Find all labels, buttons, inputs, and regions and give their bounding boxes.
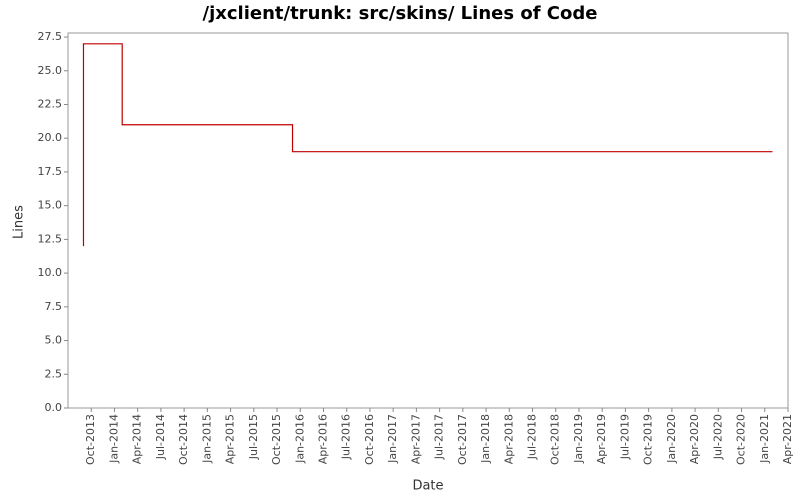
y-axis-title: Lines: [12, 205, 27, 239]
x-tick-label: Jan-2015: [200, 414, 213, 464]
x-tick-label: Oct-2017: [456, 414, 469, 465]
x-tick-label: Apr-2019: [595, 414, 608, 464]
y-tick-label: 15.0: [38, 199, 63, 212]
x-tick-label: Jan-2014: [107, 414, 120, 464]
x-tick-label: Oct-2013: [84, 414, 97, 465]
y-tick-label: 17.5: [38, 165, 63, 178]
x-tick-label: Jan-2019: [572, 414, 585, 464]
x-tick-label: Apr-2021: [781, 414, 794, 464]
chart-title: /jxclient/trunk: src/skins/ Lines of Cod…: [203, 3, 598, 24]
y-tick-label: 2.5: [45, 367, 63, 380]
x-tick-label: Apr-2017: [409, 414, 422, 464]
y-tick-label: 10.0: [38, 266, 63, 279]
x-tick-label: Jan-2021: [758, 414, 771, 464]
plot-area: [67, 32, 789, 409]
x-tick-label: Apr-2018: [502, 414, 515, 464]
x-tick-label: Apr-2016: [316, 414, 329, 464]
x-tick-label: Jul-2016: [340, 414, 353, 460]
x-tick-label: Oct-2016: [363, 414, 376, 465]
x-tick-label: Jul-2020: [711, 414, 724, 460]
y-tick-label: 22.5: [38, 97, 63, 110]
x-tick-label: Oct-2015: [270, 414, 283, 465]
x-tick-label: Jul-2018: [526, 414, 539, 460]
y-tick-label: 27.5: [38, 30, 63, 43]
x-axis-title: Date: [412, 479, 443, 494]
y-tick-label: 7.5: [45, 300, 63, 313]
x-tick-label: Jan-2020: [665, 414, 678, 464]
y-tick-label: 5.0: [45, 334, 63, 347]
x-tick-label: Jan-2017: [386, 414, 399, 464]
x-tick-label: Jul-2015: [247, 414, 260, 460]
x-tick-label: Oct-2014: [177, 414, 190, 465]
y-tick-label: 20.0: [38, 131, 63, 144]
x-tick-label: Jan-2016: [293, 414, 306, 464]
x-tick-label: Oct-2020: [735, 414, 748, 465]
data-line: [82, 43, 773, 247]
x-tick-label: Jul-2017: [433, 414, 446, 460]
x-tick-label: Apr-2015: [224, 414, 237, 464]
x-tick-label: Jul-2014: [154, 414, 167, 460]
x-tick-label: Jan-2018: [479, 414, 492, 464]
x-tick-label: Oct-2019: [642, 414, 655, 465]
x-tick-label: Oct-2018: [549, 414, 562, 465]
x-tick-label: Apr-2014: [131, 414, 144, 464]
x-tick-label: Jul-2019: [618, 414, 631, 460]
x-tick-label: Apr-2020: [688, 414, 701, 464]
y-tick-label: 25.0: [38, 64, 63, 77]
y-tick-label: 0.0: [45, 401, 63, 414]
y-tick-label: 12.5: [38, 232, 63, 245]
